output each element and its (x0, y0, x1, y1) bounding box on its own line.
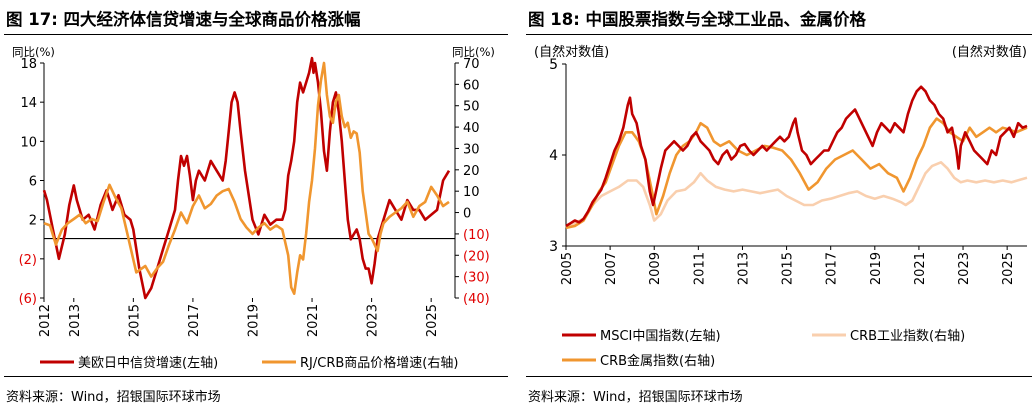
legend-label-crb: RJ/CRB商品价格增速(右轴) (300, 355, 458, 371)
series-line-crb-industrial (565, 161, 1028, 229)
x-tick-label: 2013 (736, 252, 751, 285)
right-axis-label: 同比(%) (452, 45, 495, 59)
legend-msci-china-label: MSCI中国指数(左轴) (600, 329, 721, 344)
right-tick-label: 40 (463, 121, 480, 136)
series-line-credit (42, 56, 451, 300)
source-note: 资料来源：Wind，招银国际环球市场 (528, 390, 743, 405)
left-axis-label: 同比(%) (12, 45, 55, 59)
x-tick-label: 2019 (869, 252, 884, 285)
left-tick-label: 6 (29, 175, 37, 190)
right-tick-label: (40) (463, 292, 490, 307)
right-tick-label: (30) (463, 271, 490, 286)
right-tick-label: 30 (463, 142, 480, 157)
left-tick-label: (2) (19, 253, 37, 268)
x-tick-label: 2021 (913, 252, 928, 285)
bottom-rule (526, 376, 1032, 377)
title-rule (526, 34, 1032, 35)
right-tick-label: 0 (463, 207, 471, 222)
left-tick-label: 2 (29, 214, 37, 229)
x-tick-label: 2015 (127, 304, 142, 337)
y-tick-label: 4 (549, 148, 558, 164)
right-tick-label: 10 (463, 185, 480, 200)
left-axis-label: (自然对数值) (534, 44, 609, 60)
series-line-crb-metals (565, 117, 1028, 230)
x-tick-label: 2012 (38, 304, 53, 337)
series-line-msci-china (565, 85, 1028, 228)
x-tick-label: 2005 (560, 252, 575, 285)
left-tick-label: 18 (20, 57, 37, 72)
left-tick-label: 14 (20, 96, 37, 111)
x-tick-label: 2009 (648, 252, 663, 285)
right-tick-label: 60 (463, 78, 480, 93)
right-tick-label: 50 (463, 100, 480, 115)
y-tick-label: 3 (549, 239, 558, 255)
figure-17-title: 图 17: 四大经济体信贷增速与全球商品价格涨幅 (6, 10, 361, 29)
source-note: 资料来源：Wind，招银国际环球市场 (6, 390, 221, 405)
legend-label-credit: 美欧日中信贷增速(左轴) (78, 356, 218, 371)
legend-crb-industrial-label: CRB工业指数(右轴) (850, 329, 965, 344)
x-tick-label: 2011 (692, 252, 707, 285)
left-chart-svg: 同比(%) 同比(%)18141062(2)(6)706050403020100(… (12, 45, 495, 371)
x-tick-label: 2023 (366, 304, 381, 337)
x-tick-label: 2025 (1001, 252, 1016, 285)
x-tick-label: 2017 (825, 252, 840, 285)
y-tick-label: 5 (549, 57, 558, 73)
right-axis-label: (自然对数值) (952, 44, 1027, 60)
x-tick-label: 2007 (604, 252, 619, 285)
right-tick-label: 20 (463, 164, 480, 179)
left-tick-label: 10 (20, 135, 37, 150)
title-rule (4, 34, 508, 35)
right-tick-label: 70 (463, 57, 480, 72)
left-tick-label: (6) (19, 292, 37, 307)
figure-18-title: 图 18: 中国股票指数与全球工业品、金属价格 (528, 10, 867, 29)
x-tick-label: 2025 (425, 304, 440, 337)
bottom-rule (4, 376, 508, 377)
right-chart-svg: (自然对数值) (自然对数值) 3 4 5 2005 2007 2009 2011 2013 201… (534, 44, 1028, 369)
x-tick-label: 2017 (187, 304, 202, 337)
chart-panel-right: 图 18: 中国股票指数与全球工业品、金属价格 (自然对数值) (自然对数值) 3 4… (522, 0, 1036, 413)
right-tick-label: (10) (463, 228, 490, 243)
x-tick-label: 2013 (68, 304, 83, 337)
series-line-crb (43, 61, 450, 295)
chart-panel-left: 图 17: 四大经济体信贷增速与全球商品价格涨幅 同比(%) 同比(%) 18 14 1… (0, 0, 512, 413)
x-tick-label: 2021 (306, 304, 321, 337)
right-tick-label: (20) (463, 249, 490, 264)
x-tick-label: 2015 (781, 252, 796, 285)
x-tick-label: 2019 (246, 304, 261, 337)
legend-crb-metals-label: CRB金属指数(右轴) (600, 353, 715, 369)
x-tick-label: 2023 (957, 252, 972, 285)
